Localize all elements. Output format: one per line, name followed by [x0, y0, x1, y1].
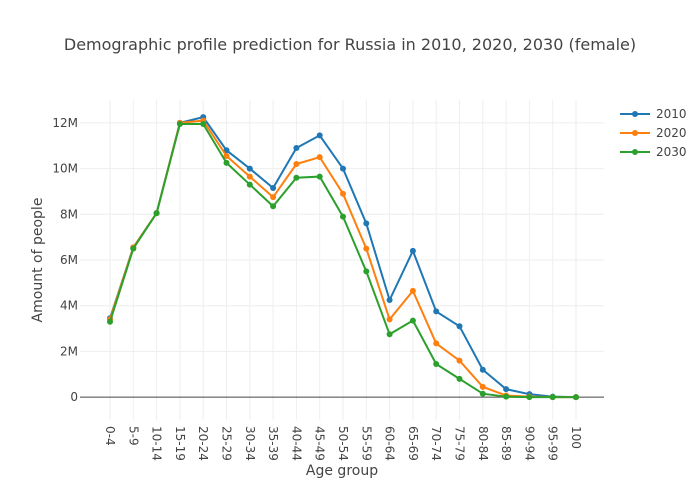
data-point-2030 [246, 181, 253, 188]
data-point-2010 [409, 247, 416, 254]
x-tick-label: 85-89 [499, 426, 513, 461]
y-tick-label: 8M [60, 207, 78, 221]
data-point-2020 [386, 316, 393, 323]
legend: 2010 2020 2030 [620, 107, 687, 159]
data-point-2030 [107, 318, 113, 325]
data-point-2030 [176, 121, 183, 127]
x-tick-label: 60-64 [383, 426, 397, 461]
x-tick-label: 100 [569, 426, 583, 449]
data-point-2010 [433, 308, 440, 315]
data-point-2020 [340, 190, 346, 197]
data-point-2030 [316, 173, 323, 180]
x-tick-label: 15-19 [173, 426, 187, 461]
data-point-2010 [340, 165, 346, 172]
data-point-2020 [316, 154, 323, 161]
data-point-2030 [456, 375, 463, 382]
x-tick-label: 90-94 [522, 426, 536, 461]
data-point-2030 [223, 159, 230, 166]
y-tick-label: 10M [52, 162, 78, 176]
x-axis-ticks: 0-4 5-9 10-14 15-19 20-24 25-29 30-34 35-39 40-4… [103, 426, 583, 461]
data-point-2030 [433, 361, 440, 367]
data-point-2010 [386, 297, 393, 303]
data-point-2010 [316, 132, 323, 139]
x-tick-label: 30-34 [243, 426, 257, 461]
data-point-2020 [433, 340, 440, 347]
x-tick-label: 80-84 [476, 426, 490, 461]
x-axis-title: Age group [306, 463, 378, 479]
y-axis-ticks: 0 2M 4M 6M 8M 10M 12M [52, 116, 78, 404]
data-point-2030 [340, 213, 346, 220]
data-point-2030 [200, 121, 207, 127]
data-point-2030 [503, 393, 510, 400]
legend-marker-2010 [632, 111, 638, 117]
data-point-2030 [130, 245, 137, 252]
data-point-2030 [386, 331, 393, 338]
x-tick-label: 10-14 [150, 426, 164, 461]
data-point-2020 [293, 161, 300, 167]
x-tick-label: 55-59 [359, 426, 373, 461]
legend-label-2030: 2030 [656, 145, 687, 159]
data-point-2010 [223, 147, 230, 154]
legend-marker-2020 [632, 130, 638, 136]
legend-label-2020: 2020 [656, 126, 687, 140]
chart-title: Demographic profile prediction for Russi… [64, 35, 636, 54]
data-point-2030 [153, 210, 160, 217]
data-point-2030 [479, 390, 486, 397]
y-tick-label: 2M [60, 344, 78, 358]
x-tick-label: 65-69 [406, 426, 420, 461]
x-tick-label: 95-99 [546, 426, 560, 461]
data-point-2030 [293, 174, 300, 181]
x-tick-label: 25-29 [220, 426, 234, 461]
data-point-2010 [363, 220, 370, 227]
x-tick-label: 20-24 [196, 426, 210, 461]
x-tick-label: 70-74 [429, 426, 443, 461]
data-point-2010 [503, 386, 510, 393]
y-tick-label: 6M [60, 253, 78, 267]
data-point-2010 [479, 366, 486, 373]
x-tick-label: 45-49 [313, 426, 327, 461]
y-axis-title: Amount of people [30, 198, 46, 323]
y-tick-label: 12M [52, 116, 78, 130]
data-point-2010 [270, 185, 277, 191]
data-point-2030 [363, 268, 370, 275]
data-point-2010 [293, 145, 300, 151]
legend-label-2010: 2010 [656, 107, 687, 121]
data-point-2010 [456, 323, 463, 330]
gridlines [80, 100, 604, 420]
data-point-2020 [479, 383, 486, 390]
x-tick-label: 50-54 [336, 426, 350, 461]
data-point-2030 [549, 394, 556, 401]
data-point-2020 [246, 173, 253, 180]
y-tick-label: 0 [70, 390, 78, 404]
y-tick-label: 4M [60, 299, 78, 313]
data-point-2030 [573, 394, 579, 401]
x-tick-label: 0-4 [103, 426, 117, 446]
data-point-2020 [270, 194, 277, 201]
x-tick-label: 5-9 [126, 426, 140, 446]
data-point-2030 [526, 394, 533, 401]
series-lines [107, 114, 579, 401]
data-point-2020 [223, 153, 230, 159]
data-point-2010 [246, 165, 253, 172]
x-tick-label: 75-79 [453, 426, 467, 461]
data-point-2030 [270, 203, 277, 210]
x-tick-label: 35-39 [266, 426, 280, 461]
x-tick-label: 40-44 [289, 426, 303, 461]
data-point-2020 [363, 245, 370, 252]
legend-marker-2030 [632, 149, 638, 155]
data-point-2020 [456, 357, 463, 364]
data-point-2020 [409, 287, 416, 294]
data-point-2030 [409, 317, 416, 324]
